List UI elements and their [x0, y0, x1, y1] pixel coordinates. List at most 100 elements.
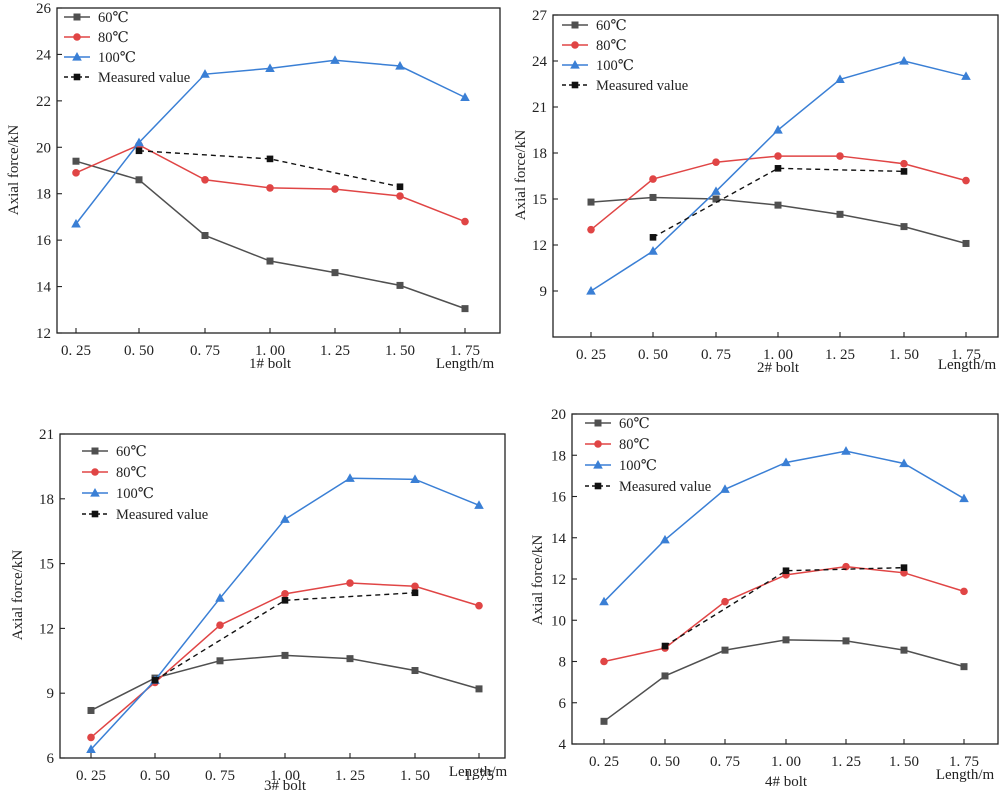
y-tick-label: 6 [47, 751, 55, 767]
y-tick-label: 9 [47, 686, 55, 702]
data-point-60C [661, 672, 669, 680]
legend-marker [571, 41, 579, 49]
data-point-80C [475, 601, 483, 610]
data-point-60C [600, 717, 608, 725]
data-point-100C [395, 61, 405, 70]
data-point-100C [200, 69, 210, 78]
data-point-80C [774, 152, 782, 160]
x-tick-label: 1. 00 [771, 754, 801, 770]
data-point-100C [835, 74, 845, 83]
data-point-60C [649, 193, 657, 201]
x-tick-label: 1. 00 [255, 343, 285, 359]
data-point-measured [411, 589, 419, 597]
data-point-80C [461, 217, 469, 226]
data-point-measured [281, 597, 289, 604]
data-point-60C [346, 655, 354, 663]
x-tick-label: 0. 75 [190, 343, 220, 359]
x-tick-label: 0. 75 [205, 768, 235, 784]
y-axis-label: Axial force/kN [6, 125, 22, 216]
data-point-80C [600, 657, 608, 666]
x-tick-label: 1. 50 [889, 347, 919, 363]
y-tick-label: 27 [532, 8, 548, 24]
data-point-80C [960, 587, 968, 596]
legend-label: 60℃ [596, 18, 627, 34]
data-point-60C [836, 210, 844, 218]
data-point-100C [660, 534, 670, 544]
x-tick-label: 0. 25 [76, 768, 106, 784]
x-axis-label: 4# bolt [765, 774, 808, 790]
legend-marker [593, 460, 603, 469]
legend-marker [594, 482, 602, 490]
data-point-60C [475, 685, 483, 693]
legend-label: 60℃ [98, 10, 129, 26]
legend-label: 80℃ [116, 465, 147, 481]
data-point-60C [587, 198, 595, 206]
series-line-80C [603, 565, 965, 663]
x-axis-unit-label: Length/m [436, 356, 495, 372]
x-tick-label: 1. 25 [825, 347, 855, 363]
x-tick-label: 0. 25 [61, 343, 91, 359]
data-point-60C [216, 657, 224, 665]
data-point-100C [720, 484, 730, 493]
data-point-100C [841, 446, 851, 455]
data-point-60C [960, 663, 968, 671]
y-tick-label: 10 [551, 613, 566, 629]
plot-frame [59, 433, 506, 759]
data-point-measured [649, 234, 657, 241]
data-point-80C [396, 192, 404, 200]
y-axis-label: Axial force/kN [10, 550, 26, 641]
data-point-60C [87, 706, 95, 714]
data-point-100C [711, 186, 721, 195]
data-point-measured [396, 183, 404, 191]
data-point-100C [134, 137, 144, 147]
x-tick-label: 1. 25 [831, 754, 861, 770]
y-tick-label: 12 [39, 621, 54, 637]
legend-marker [594, 419, 602, 427]
y-axis-label: Axial force/kN [530, 535, 546, 626]
y-tick-label: 18 [39, 492, 54, 508]
data-point-measured [900, 564, 908, 571]
y-tick-label: 20 [36, 140, 51, 156]
y-tick-label: 21 [532, 100, 547, 116]
legend-label: Measured value [619, 479, 711, 495]
legend-label: 60℃ [116, 444, 147, 460]
y-tick-label: 14 [36, 280, 52, 296]
data-point-80C [216, 621, 224, 629]
data-point-measured [900, 168, 908, 175]
legend-label: 100℃ [98, 50, 136, 66]
data-point-60C [461, 305, 469, 313]
x-tick-label: 0. 25 [589, 754, 619, 770]
legend-label: Measured value [596, 78, 688, 94]
y-tick-label: 12 [532, 238, 547, 254]
data-point-80C [842, 562, 850, 571]
x-tick-label: 0. 25 [576, 347, 606, 363]
data-point-60C [281, 651, 289, 659]
y-tick-label: 12 [551, 572, 566, 588]
plot-frame [552, 14, 999, 338]
legend-label: 100℃ [116, 486, 154, 502]
legend-label: Measured value [98, 70, 190, 86]
x-tick-label: 0. 75 [710, 754, 740, 770]
legend-marker [571, 81, 579, 89]
series-line-100C [590, 60, 967, 292]
y-tick-label: 4 [559, 737, 567, 753]
x-tick-label: 0. 75 [701, 347, 731, 363]
data-point-60C [900, 223, 908, 231]
legend-marker [91, 510, 99, 518]
data-point-80C [72, 169, 80, 177]
data-point-60C [774, 201, 782, 209]
series-line-60C [75, 160, 466, 310]
x-axis-unit-label: Length/m [938, 357, 997, 373]
data-point-100C [330, 55, 340, 64]
y-tick-label: 15 [532, 192, 547, 208]
legend-label: Measured value [116, 507, 208, 523]
data-point-measured [782, 567, 790, 575]
series-line-measured [664, 566, 905, 647]
data-point-60C [396, 281, 404, 289]
legend-label: 80℃ [619, 437, 650, 453]
data-point-80C [346, 579, 354, 587]
x-tick-label: 1. 50 [400, 768, 430, 784]
y-tick-label: 6 [559, 696, 567, 712]
data-point-80C [87, 733, 95, 742]
